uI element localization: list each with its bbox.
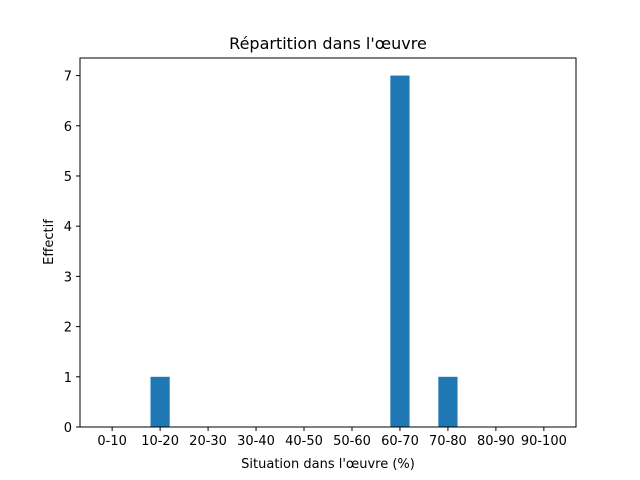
bar xyxy=(438,376,458,427)
bar xyxy=(390,75,410,428)
x-tick-label: 60-70 xyxy=(381,434,419,449)
y-tick-label: 6 xyxy=(64,120,72,135)
y-tick-label: 0 xyxy=(64,421,72,436)
x-tick-label: 40-50 xyxy=(285,434,323,449)
x-tick-label: 90-100 xyxy=(521,434,567,449)
y-tick-label: 5 xyxy=(64,170,72,185)
x-tick-label: 30-40 xyxy=(237,434,275,449)
bar xyxy=(150,376,170,427)
x-tick-label: 10-20 xyxy=(141,434,179,449)
y-tick-label: 4 xyxy=(64,220,72,235)
x-axis-label: Situation dans l'œuvre (%) xyxy=(241,457,415,472)
x-tick-label: 50-60 xyxy=(333,434,371,449)
x-tick-label: 20-30 xyxy=(189,434,227,449)
y-tick-label: 7 xyxy=(64,70,72,85)
x-tick-label: 0-10 xyxy=(97,434,127,449)
y-axis-label: Effectif xyxy=(42,219,57,265)
x-tick-label: 80-90 xyxy=(477,434,515,449)
chart-title: Répartition dans l'œuvre xyxy=(229,34,427,53)
y-tick-label: 3 xyxy=(64,270,72,285)
y-tick-label: 1 xyxy=(64,371,72,386)
plot-frame xyxy=(79,57,577,428)
x-tick-label: 70-80 xyxy=(429,434,467,449)
y-tick-label: 2 xyxy=(64,321,72,336)
